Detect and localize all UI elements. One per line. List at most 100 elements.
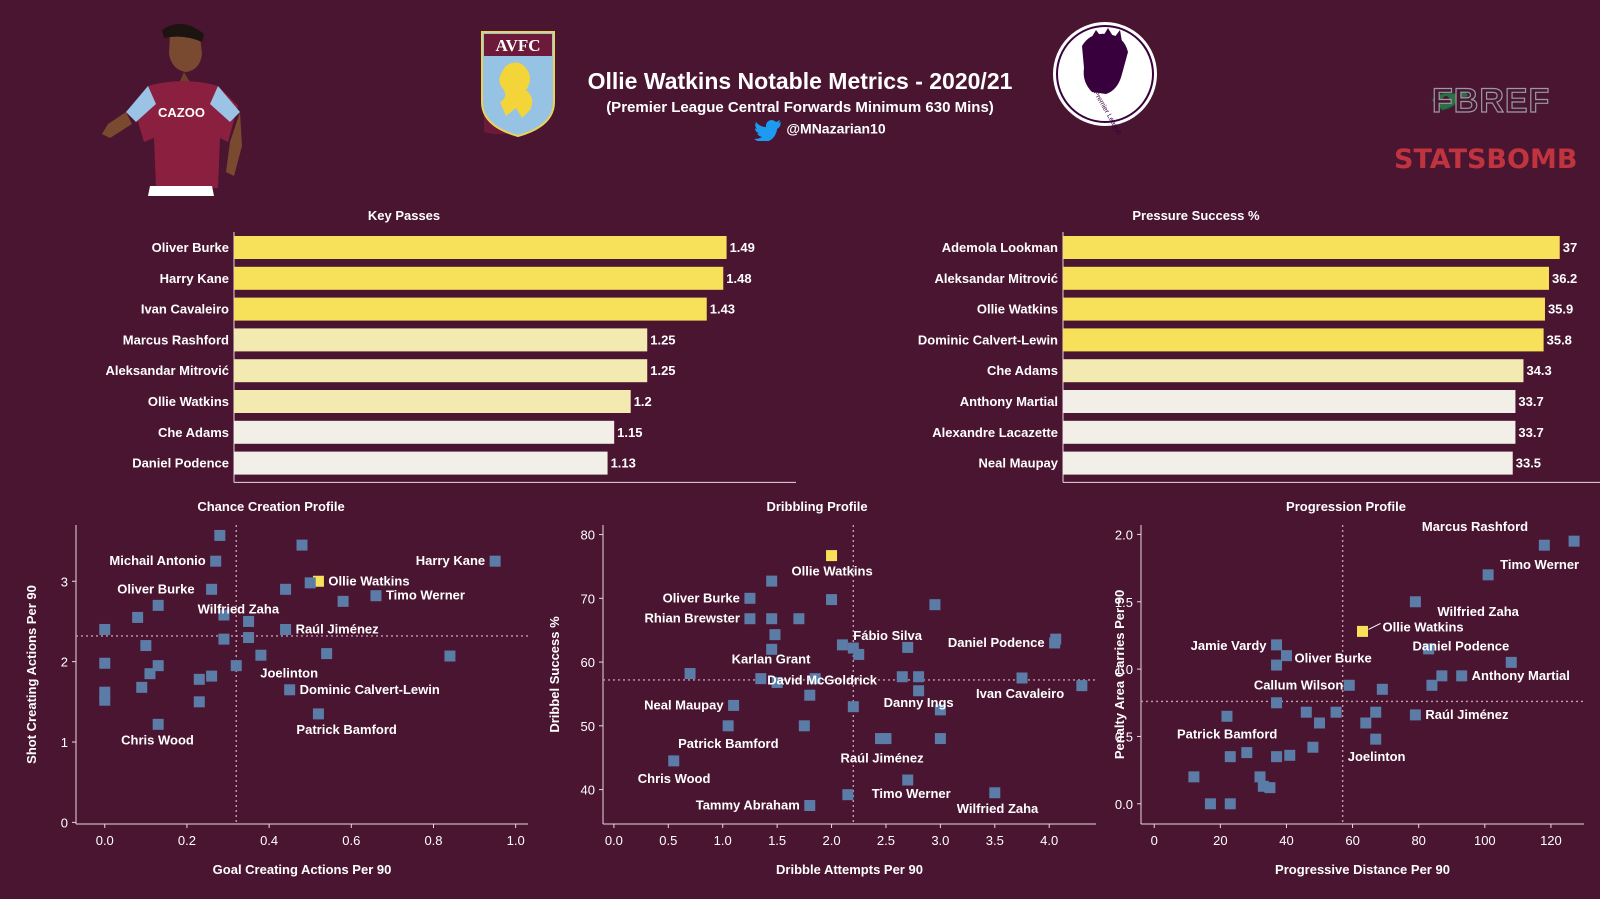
scatter-point (99, 657, 111, 669)
scatter-point-highlight (312, 575, 324, 587)
scatter-point (934, 733, 946, 745)
scatter-point (771, 676, 783, 688)
scatter-point (804, 800, 816, 812)
scatter-point (1257, 780, 1269, 792)
scatter-x-tick-label: 1.5 (768, 833, 786, 848)
scatter-point (766, 575, 778, 587)
scatter-y-label: Shot Creating Actions Per 90 (24, 585, 39, 764)
scatter-point (809, 673, 821, 685)
bar-value-label: 1.25 (650, 332, 675, 347)
scatter-point (136, 681, 148, 693)
bar (1063, 328, 1544, 352)
fbref-logo-icon (1431, 87, 1469, 111)
scatter-point (1330, 706, 1342, 718)
scatter-point-label: Ollie Watkins (792, 564, 873, 579)
scatter-x-tick-label: 3.0 (931, 833, 949, 848)
scatter-point-label: David McGoldrick (767, 673, 878, 688)
scatter-point (913, 685, 925, 697)
scatter-point (1360, 717, 1372, 729)
scatter-point (847, 642, 859, 654)
scatter-x-tick-label: 1.0 (507, 833, 525, 848)
scatter-point-label: Timo Werner (386, 588, 465, 603)
bar-chart-1: Key Passes Oliver Burke 1.49 Harry Kane 1.48… (105, 208, 796, 483)
bar-value-label: 34.3 (1526, 363, 1551, 378)
bar-category-label: Alexandre Lacazette (932, 425, 1058, 440)
scatter-x-tick-label: 0 (1151, 833, 1158, 848)
scatter-point-label: Wilfried Zaha (1437, 604, 1519, 619)
scatter-point-label: Karlan Grant (732, 651, 811, 666)
twitter-handle: @MNazarian10 (20, 119, 1600, 141)
page-subtitle: (Premier League Central Forwards Minimum… (606, 99, 994, 116)
scatter-point (489, 555, 501, 567)
bar-value-label: 1.15 (617, 425, 642, 440)
scatter-point-label: Oliver Burke (663, 590, 740, 605)
bar-value-label: 33.7 (1518, 394, 1543, 409)
scatter-y-tick-label: 1 (61, 735, 68, 750)
scatter-point-label: Marcus Rashford (1422, 519, 1528, 534)
bar-value-label: 1.43 (710, 302, 735, 317)
statsbomb-logo-text: STATSBOMB (1394, 144, 1578, 175)
scatter-point-label: Danny Ings (884, 695, 954, 710)
bar-category-label: Dominic Calvert-Lewin (918, 332, 1058, 347)
bar (234, 420, 615, 444)
scatter-chart-1: Chance Creation Profile 0.0 0.2 0.4 0.6 0.8 1.… (24, 499, 528, 877)
scatter-point (193, 696, 205, 708)
scatter-point (1370, 706, 1382, 718)
bar-value-label: 36.2 (1552, 271, 1577, 286)
scatter-y-label: Penalty Area Carries Per 90 (1112, 590, 1127, 759)
bar (1063, 390, 1516, 413)
scatter-point (668, 755, 680, 767)
scatter-point (744, 613, 756, 625)
scatter-point (913, 671, 925, 683)
scatter-point (1423, 643, 1435, 655)
scatter-point-label: Dominic Calvert-Lewin (300, 682, 440, 697)
scatter-title: Progression Profile (1286, 499, 1406, 514)
scatter-y-tick-label: 2.0 (1115, 527, 1133, 542)
scatter-y-tick-label: 1.0 (1115, 662, 1133, 677)
scatter-point (896, 671, 908, 683)
scatter-point (902, 774, 914, 786)
scatter-x-label: Dribble Attempts Per 90 (776, 862, 923, 877)
scatter-x-tick-label: 0.4 (260, 833, 278, 848)
premier-league-logo: Premier League (1053, 22, 1157, 137)
scatter-point (218, 633, 230, 645)
scatter-point (766, 643, 778, 655)
scatter-point-label: Raúl Jiménez (841, 751, 925, 766)
scatter-point-label: Tammy Abraham (696, 798, 800, 813)
bar-category-label: Che Adams (158, 425, 229, 440)
scatter-point (1280, 650, 1292, 662)
scatter-point (1307, 741, 1319, 753)
scatter-x-tick-label: 2.5 (877, 833, 895, 848)
bar-chart-2: Pressure Success % Ademola Lookman 37 Aleks… (918, 208, 1600, 483)
scatter-point (1456, 670, 1468, 682)
scatter-x-tick-label: 80 (1411, 833, 1425, 848)
scatter-point-label: Chris Wood (121, 732, 194, 747)
scatter-y-tick-label: 0.0 (1115, 797, 1133, 812)
bar-value-label: 1.2 (634, 394, 652, 409)
scatter-x-tick-label: 0.6 (342, 833, 360, 848)
scatter-point (99, 694, 111, 706)
bar-category-label: Marcus Rashford (123, 332, 229, 347)
scatter-x-tick-label: 0.8 (424, 833, 442, 848)
bar-category-label: Che Adams (987, 363, 1058, 378)
bar (234, 451, 608, 475)
scatter-point (755, 673, 767, 685)
scatter-labels-1: Ollie Watkins Harry Kane Michail Antonio Ol… (109, 553, 485, 747)
bar-category-label: Ollie Watkins (148, 394, 229, 409)
bar (1063, 451, 1513, 475)
scatter-point (280, 623, 292, 635)
scatter-point (1050, 633, 1062, 645)
bar (234, 297, 707, 321)
bar-value-label: 33.5 (1516, 456, 1541, 471)
scatter-point (1409, 596, 1421, 608)
scatter-point (255, 649, 267, 661)
scatter-point (132, 611, 144, 623)
scatter-y-tick-label: 2 (61, 655, 68, 670)
scatter-x-label: Progressive Distance Per 90 (1275, 862, 1450, 877)
scatter-x-tick-label: 4.0 (1040, 833, 1058, 848)
scatter-point (206, 583, 218, 595)
scatter-point-label: Wilfried Zaha (198, 601, 280, 616)
scatter-point (1300, 706, 1312, 718)
scatter-point (847, 701, 859, 713)
scatter-point (1271, 659, 1283, 671)
